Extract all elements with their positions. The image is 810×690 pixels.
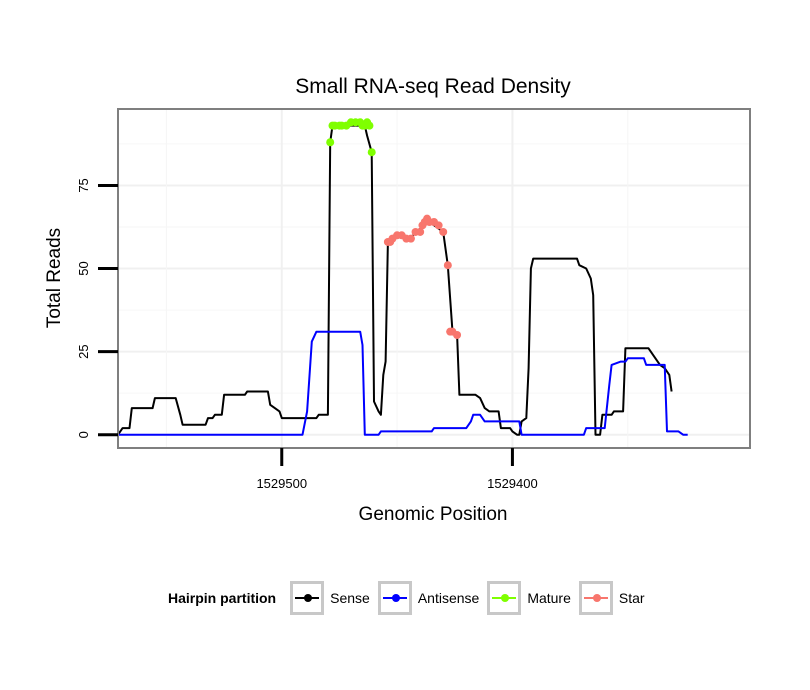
legend-key-antisense (377, 581, 412, 615)
legend-title: Hairpin partition (168, 590, 277, 606)
plot-border (117, 108, 751, 449)
plot-panel (118, 109, 750, 448)
y-tick-label-2: 50 (76, 261, 91, 275)
legend-label-mature: Mature (527, 590, 571, 606)
legend-key-star (578, 581, 613, 615)
point-mature-13 (367, 148, 376, 157)
y-tick-label-3: 75 (76, 178, 91, 192)
point-star-16 (443, 261, 452, 270)
y-axis-label: Total Reads (44, 228, 65, 328)
x-tick-label-1: 1529400 (487, 476, 538, 491)
gridlines (118, 109, 750, 448)
point-mature-0 (326, 138, 335, 147)
y-tick-label-1: 25 (76, 344, 91, 358)
axes: 0 25 50 75 1529500 1529400 (76, 178, 538, 491)
chart: Small RNA-seq Read Density 0 25 50 75 152950… (44, 75, 751, 525)
legend-item-antisense: Antisense (377, 581, 480, 615)
legend-item-star: Star (578, 581, 645, 615)
x-axis-label: Genomic Position (359, 504, 508, 525)
legend-label-antisense: Antisense (417, 590, 480, 606)
legend-item-sense: Sense (290, 581, 370, 615)
point-star-19 (453, 331, 462, 339)
point-star-6 (406, 234, 415, 243)
point-star-15 (439, 227, 448, 236)
legend-label-sense: Sense (330, 590, 370, 606)
point-star-14 (434, 221, 443, 230)
x-tick-label-0: 1529500 (256, 476, 307, 491)
point-star-8 (416, 227, 425, 236)
legend-key-sense (290, 581, 325, 615)
series-layer (117, 118, 688, 436)
legend: Hairpin partition Sense Antisense Mature… (168, 578, 653, 618)
legend-item-mature: Mature (487, 581, 571, 615)
legend-label-star: Star (618, 590, 645, 606)
series-line-antisense (118, 330, 688, 436)
legend-key-mature (487, 581, 522, 615)
chart-title: Small RNA-seq Read Density (295, 75, 571, 98)
point-mature-12 (365, 121, 374, 130)
y-tick-label-0: 0 (76, 431, 91, 438)
